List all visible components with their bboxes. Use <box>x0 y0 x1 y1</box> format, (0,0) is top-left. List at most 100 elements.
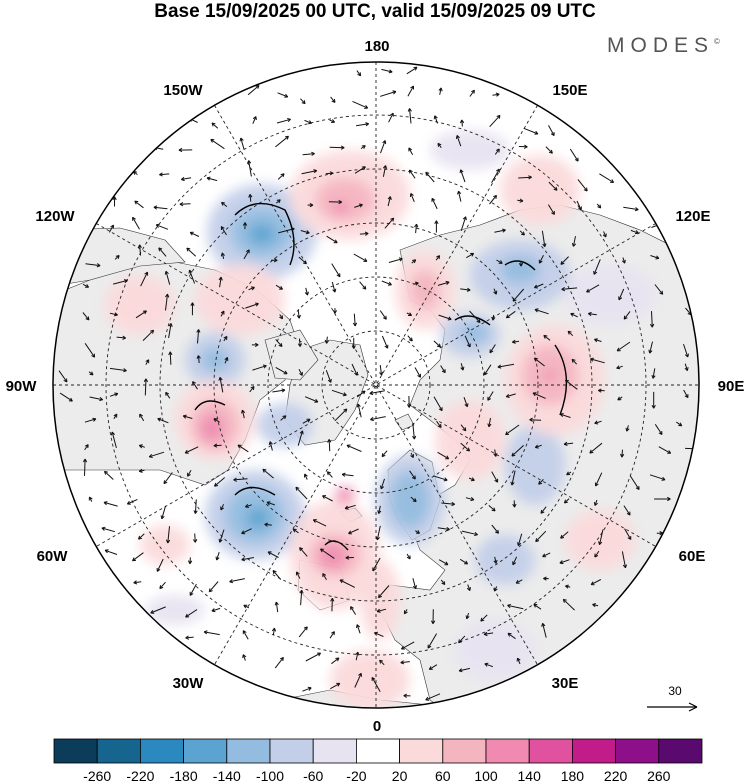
wind-vector-head <box>290 227 295 232</box>
wind-vector-head <box>211 122 216 127</box>
wind-vector-head <box>365 122 370 127</box>
wind-vector <box>538 479 544 485</box>
wind-vector <box>266 501 275 506</box>
wind-vector-head <box>538 480 543 485</box>
wind-vector-head <box>333 239 338 244</box>
wind-vector <box>229 578 245 583</box>
wind-vector-head <box>390 112 394 117</box>
wind-vector-head <box>507 603 511 609</box>
wind-vector-head <box>196 329 201 333</box>
wind-vector <box>252 116 257 124</box>
anomaly-low-labrador-center <box>246 507 270 529</box>
wind-vector <box>649 341 653 354</box>
wind-vector-head <box>110 431 115 436</box>
wind-vector-head <box>279 656 284 661</box>
wind-vector-head <box>304 291 309 296</box>
wind-vector-head <box>327 378 332 383</box>
wind-vector <box>132 552 144 562</box>
wind-vector-head <box>182 414 187 419</box>
wind-vector <box>342 473 354 477</box>
wind-vector <box>388 258 403 263</box>
wind-vector-head <box>493 453 498 457</box>
wind-vector <box>543 335 551 341</box>
wind-vector-head <box>210 138 215 143</box>
wind-vector <box>517 657 521 665</box>
wind-vector-head <box>314 398 319 403</box>
wind-vector <box>348 528 359 535</box>
wind-vector-head <box>139 413 143 418</box>
wind-vector-head <box>502 228 506 233</box>
wind-vector <box>334 408 348 422</box>
wind-vector-head <box>464 560 469 565</box>
wind-vector-head <box>242 222 248 226</box>
wind-vector-head <box>283 370 288 375</box>
wind-vector <box>412 423 415 440</box>
wind-vector <box>85 263 101 267</box>
wind-vector-head <box>192 538 198 543</box>
wind-vector-head <box>213 418 218 422</box>
wind-vector-head <box>390 217 395 222</box>
wind-vector <box>305 287 308 296</box>
wind-vector-head <box>559 413 564 418</box>
wind-vector-head <box>590 581 595 586</box>
wind-vector <box>560 531 569 539</box>
colorbar-tick-label: 60 <box>435 768 451 783</box>
wind-vector <box>241 557 254 561</box>
wind-vector <box>169 351 172 365</box>
wind-vector <box>599 173 614 183</box>
wind-vector-head <box>561 286 566 292</box>
wind-vector-head <box>287 118 291 123</box>
wind-vector-head <box>529 417 533 422</box>
wind-vector <box>139 413 145 422</box>
wind-vector-head <box>221 201 225 206</box>
wind-vector-head <box>438 407 443 412</box>
wind-vector <box>630 229 639 234</box>
wind-vector <box>460 363 464 371</box>
wind-vector-head <box>358 672 362 677</box>
wind-vector <box>460 442 470 452</box>
wind-vector <box>204 631 220 636</box>
anomaly-low-arctic-core <box>461 323 489 343</box>
wind-vector <box>156 558 164 572</box>
wind-vector-head <box>159 585 164 590</box>
wind-vector <box>538 254 544 264</box>
wind-vector-head <box>398 257 403 262</box>
wind-vector-head <box>412 259 417 264</box>
wind-vector-head <box>623 315 628 320</box>
wind-vector-head <box>550 132 555 137</box>
wind-vector <box>134 200 144 209</box>
wind-vector-head <box>350 606 354 611</box>
wind-vector-head <box>322 495 327 499</box>
wind-vector-head <box>297 343 303 347</box>
wind-vector-head <box>340 145 345 150</box>
wind-vector <box>219 377 224 393</box>
wind-vector <box>381 450 388 457</box>
wind-vector <box>351 363 358 376</box>
wind-vector-head <box>215 556 220 561</box>
wind-vector-head <box>89 371 94 376</box>
wind-vector-head <box>329 171 334 176</box>
wind-vector-head <box>616 347 621 352</box>
wind-vector <box>304 396 319 403</box>
colorbar-tick-label: 20 <box>392 768 408 783</box>
colorbar-tick-label: 100 <box>474 768 498 783</box>
wind-vector <box>548 125 555 136</box>
wind-vector <box>507 632 516 640</box>
wind-vector-head <box>510 481 515 486</box>
wind-vector <box>194 533 196 543</box>
colorbar-swatch <box>485 738 530 764</box>
wind-vector-head <box>320 548 324 553</box>
wind-vector <box>491 524 499 534</box>
wind-vector-head <box>487 423 492 428</box>
brand-text: MODES <box>607 34 715 57</box>
wind-vector <box>381 335 389 349</box>
wind-vector <box>108 224 114 233</box>
wind-vector <box>326 235 338 244</box>
anomaly-high-canada-west <box>195 265 285 335</box>
wind-vector-head <box>387 281 392 286</box>
wind-vector <box>533 357 545 367</box>
wind-vector-head <box>168 351 173 356</box>
wind-vector-head <box>346 444 351 449</box>
wind-vector-head <box>441 369 446 374</box>
